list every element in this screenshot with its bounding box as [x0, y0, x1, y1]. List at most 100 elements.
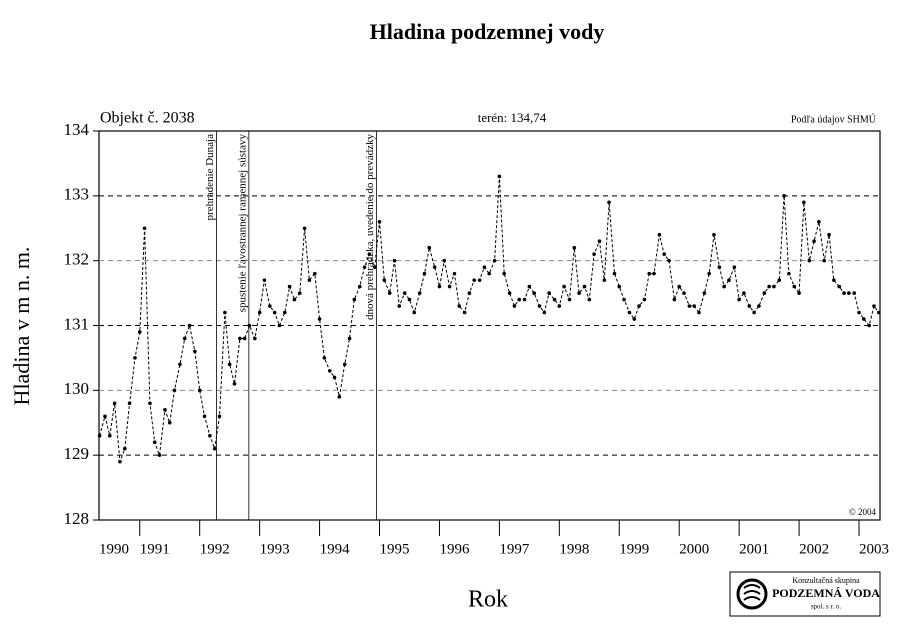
- data-point: [802, 200, 806, 205]
- data-point: [527, 284, 532, 289]
- data-point: [437, 284, 442, 289]
- data-point: [322, 356, 327, 360]
- data-point: [107, 433, 112, 438]
- terrain-label: terén: 134,74: [478, 110, 547, 125]
- data-point: [682, 291, 686, 295]
- logo-line: Konzultačná skupina: [792, 576, 860, 585]
- data-point: [287, 284, 292, 289]
- data-point: [627, 310, 632, 315]
- data-point: [227, 362, 232, 367]
- data-point: [163, 407, 167, 412]
- data-point: [217, 414, 222, 419]
- data-point: [497, 174, 502, 179]
- data-point: [657, 232, 662, 237]
- copyright: © 2004: [849, 507, 877, 517]
- data-point: [502, 271, 506, 276]
- data-point: [617, 284, 622, 289]
- data-point: [697, 310, 701, 315]
- data-point: [307, 278, 312, 282]
- y-tick-label: 132: [64, 250, 90, 269]
- source-label: Podľa údajov SHMÚ: [791, 113, 877, 125]
- data-point: [537, 304, 542, 308]
- x-tick-label: 2000: [679, 541, 709, 557]
- y-tick-label: 128: [64, 509, 90, 528]
- data-point: [857, 310, 861, 315]
- data-point: [772, 284, 776, 289]
- data-point: [302, 226, 307, 231]
- data-point: [417, 291, 422, 295]
- object-label: Objekt č. 2038: [100, 110, 195, 127]
- data-point: [757, 304, 761, 308]
- data-point: [702, 291, 707, 295]
- data-point: [707, 271, 711, 276]
- data-point: [262, 278, 267, 282]
- data-point: [127, 401, 132, 406]
- data-point: [867, 323, 872, 328]
- data-point: [817, 219, 821, 224]
- x-tick-label: 1996: [439, 541, 470, 557]
- data-point: [712, 232, 716, 237]
- data-point: [387, 291, 392, 295]
- data-point: [507, 291, 512, 295]
- data-point: [238, 336, 242, 341]
- data-point: [847, 291, 851, 295]
- logo-line: PODZEMNÁ VODA: [772, 586, 880, 600]
- data-point: [752, 310, 756, 315]
- data-point: [242, 336, 247, 341]
- data-point: [477, 278, 482, 282]
- data-point: [607, 200, 611, 205]
- y-axis-label: Hladina v m n. m.: [9, 247, 34, 406]
- data-point: [762, 291, 767, 295]
- data-point: [862, 317, 866, 321]
- data-point: [357, 284, 362, 289]
- data-point: [487, 271, 492, 276]
- data-point: [327, 369, 332, 373]
- chart-title: Hladina podzemnej vody: [370, 19, 605, 44]
- data-point: [517, 297, 521, 302]
- data-point: [732, 265, 737, 269]
- data-point: [452, 271, 457, 276]
- data-point: [647, 271, 652, 276]
- data-point: [277, 323, 282, 328]
- data-point: [767, 284, 771, 289]
- data-point: [482, 265, 487, 269]
- data-point: [118, 459, 122, 464]
- data-point: [642, 297, 647, 302]
- data-point: [587, 297, 592, 302]
- data-point: [842, 291, 846, 295]
- x-tick-label: 1991: [140, 541, 170, 557]
- y-tick-label: 129: [64, 444, 90, 463]
- data-point: [467, 291, 472, 295]
- data-point: [567, 297, 572, 302]
- x-tick-label: 2002: [799, 541, 829, 557]
- data-point: [312, 271, 317, 276]
- data-point: [187, 323, 192, 328]
- data-point: [232, 382, 237, 386]
- data-point: [247, 323, 252, 328]
- data-point: [472, 278, 477, 282]
- logo-box: [729, 571, 881, 617]
- data-point: [193, 349, 197, 354]
- data-point: [152, 440, 157, 445]
- data-point: [777, 278, 782, 282]
- data-point: [532, 291, 536, 295]
- data-point: [462, 310, 467, 315]
- data-point: [667, 258, 671, 263]
- data-point: [407, 297, 412, 302]
- data-point: [148, 401, 152, 406]
- data-point: [367, 252, 372, 256]
- data-point: [612, 271, 617, 276]
- data-point: [877, 310, 881, 315]
- data-point: [652, 271, 656, 276]
- data-point: [727, 278, 731, 282]
- data-point: [317, 317, 322, 321]
- data-point: [512, 304, 517, 308]
- x-tick-label: 1990: [99, 541, 129, 557]
- x-axis-label: Rok: [468, 587, 508, 613]
- data-point: [522, 297, 527, 302]
- data-point: [872, 304, 876, 308]
- x-tick-label: 1998: [559, 541, 589, 557]
- data-point: [97, 433, 102, 438]
- data-point: [377, 219, 382, 224]
- data-point: [197, 388, 202, 393]
